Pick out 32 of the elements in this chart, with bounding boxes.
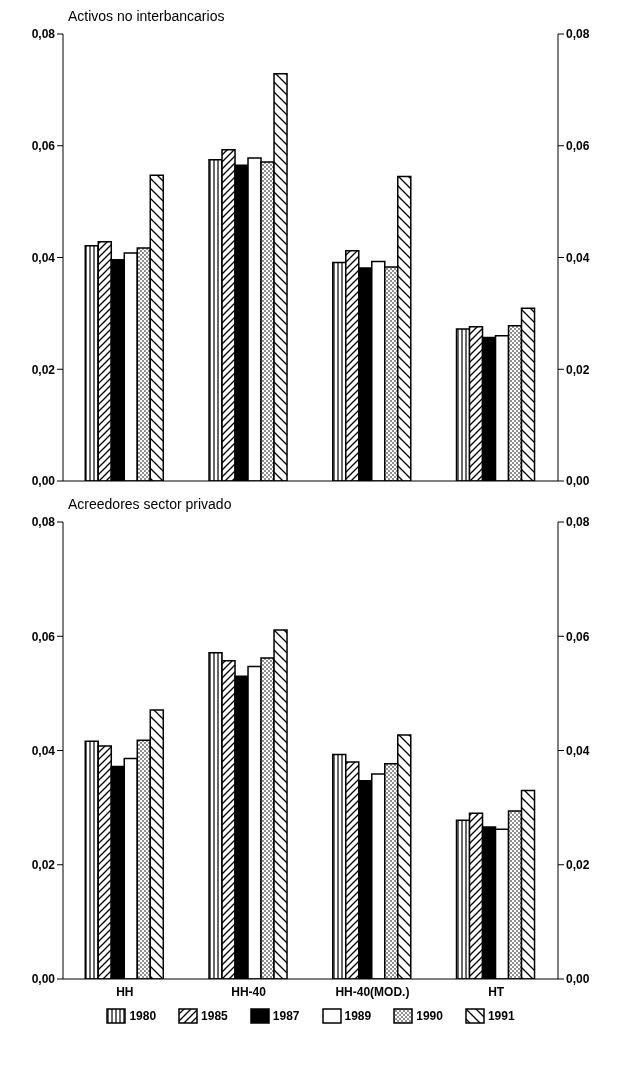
y2-tick-label: 0,06 — [566, 139, 590, 154]
y2-tick-label: 0,00 — [566, 474, 590, 489]
y-tick-label: 0,08 — [31, 27, 56, 42]
y2-tick-label: 0,00 — [566, 972, 590, 987]
y2-tick-label: 0,02 — [566, 858, 590, 873]
legend-label: 1989 — [344, 1009, 372, 1023]
y2-tick-label: 0,08 — [566, 515, 590, 530]
legend-label: 1991 — [487, 1009, 515, 1023]
y-tick-label: 0,06 — [31, 629, 56, 644]
legend-label: 1990 — [416, 1009, 443, 1023]
x-tick-label: HT — [488, 984, 505, 999]
y2-tick-label: 0,04 — [566, 743, 590, 758]
y-tick-label: 0,06 — [31, 139, 56, 154]
chart-title: Activos no interbancarios — [68, 8, 226, 26]
legend-label: 1987 — [272, 1009, 300, 1023]
chart-title: Acreedores sector privado — [68, 496, 233, 514]
y2-tick-label: 0,08 — [566, 27, 590, 42]
x-tick-label: HH-40 — [231, 984, 267, 999]
y-tick-label: 0,02 — [31, 362, 56, 377]
y-tick-label: 0,02 — [31, 858, 56, 873]
legend-label: 1980 — [129, 1009, 157, 1023]
x-tick-label: HH — [116, 984, 134, 999]
y-tick-label: 0,04 — [31, 743, 56, 758]
y2-tick-label: 0,04 — [566, 250, 590, 265]
y2-tick-label: 0,06 — [566, 629, 590, 644]
x-tick-label: HH-40(MOD.) — [335, 984, 410, 999]
y-tick-label: 0,04 — [31, 250, 56, 265]
legend-label: 1985 — [201, 1009, 228, 1023]
y-tick-label: 0,00 — [31, 474, 56, 489]
y-tick-label: 0,00 — [31, 972, 56, 987]
y-tick-label: 0,08 — [31, 515, 56, 530]
y2-tick-label: 0,02 — [566, 362, 590, 377]
